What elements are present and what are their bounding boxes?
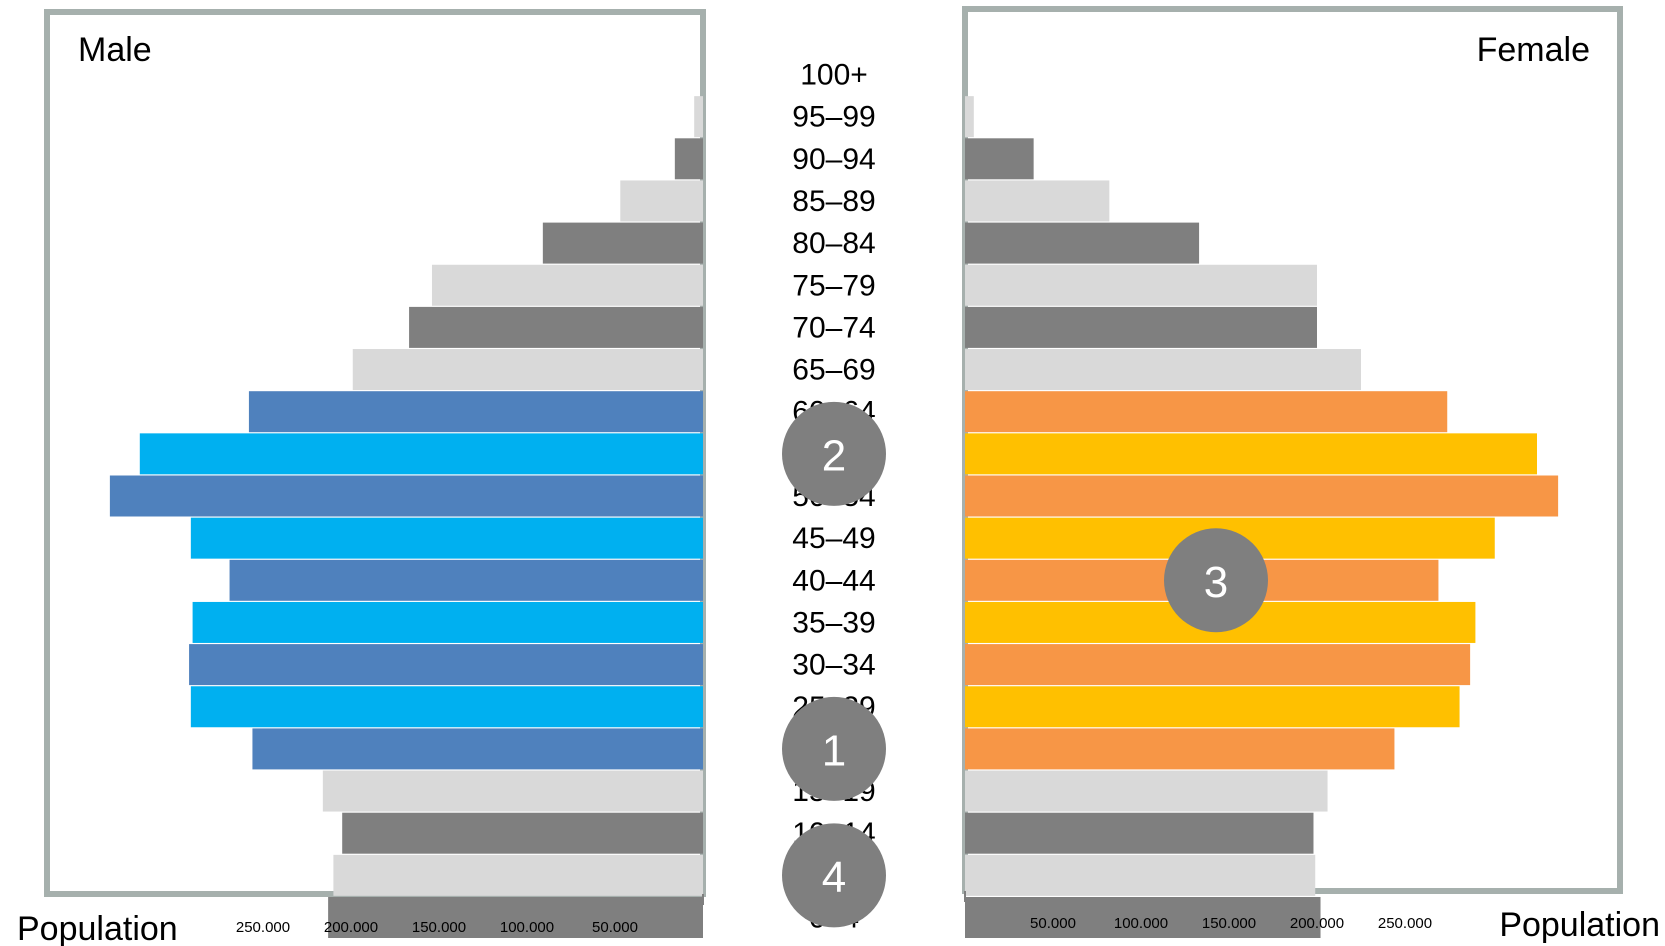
age-label-45-49: 45–49 xyxy=(792,522,875,555)
male-panel: Male 250.000 200.000 150.000 100.000 50.000 xyxy=(44,9,706,938)
female-bar-50-54 xyxy=(965,475,1559,517)
female-bars xyxy=(965,96,1559,938)
age-label-40-44: 40–44 xyxy=(792,564,875,597)
male-tick-label: 50.000 xyxy=(592,919,638,936)
callout-marker-number: 3 xyxy=(1204,558,1228,607)
female-bar-90-94 xyxy=(965,138,1034,180)
callout-marker-3: 3 xyxy=(1164,528,1268,633)
male-bar-5-9 xyxy=(333,854,703,896)
age-label-80-84: 80–84 xyxy=(792,227,875,260)
female-x-axis: 50.000 100.000 150.000 200.000 250.000 xyxy=(964,891,1432,932)
female-bar-20-24 xyxy=(965,728,1395,770)
male-bars xyxy=(109,96,704,938)
male-x-axis: 250.000 200.000 150.000 100.000 50.000 xyxy=(236,894,704,936)
age-label-35-39: 35–39 xyxy=(792,606,875,639)
callout-marker-number: 4 xyxy=(822,853,846,902)
male-tick-label: 250.000 xyxy=(236,919,290,936)
female-bar-80-84 xyxy=(965,222,1200,264)
male-tick-label: 150.000 xyxy=(412,919,466,936)
age-label-90-94: 90–94 xyxy=(792,143,875,176)
age-label-85-89: 85–89 xyxy=(792,185,875,218)
age-label-70-74: 70–74 xyxy=(792,311,875,344)
female-panel-title: Female xyxy=(1477,31,1590,69)
male-panel-title: Male xyxy=(78,31,152,69)
male-bar-30-34 xyxy=(189,644,703,686)
callout-marker-number: 1 xyxy=(822,726,846,775)
male-bar-45-49 xyxy=(190,517,704,559)
female-bar-65-69 xyxy=(965,349,1361,391)
male-tick-label: 100.000 xyxy=(500,919,554,936)
male-bar-90-94 xyxy=(674,138,703,180)
male-bar-0-4 xyxy=(328,897,703,938)
age-label-95-99: 95–99 xyxy=(792,101,875,134)
age-label-75-79: 75–79 xyxy=(792,269,875,302)
male-x-axis-title: Population xyxy=(17,910,178,946)
female-x-axis-title: Population xyxy=(1499,906,1660,944)
age-label-65-69: 65–69 xyxy=(792,354,875,387)
female-bar-85-89 xyxy=(965,180,1110,222)
female-bar-30-34 xyxy=(965,644,1471,686)
male-bar-55-59 xyxy=(139,433,704,475)
callout-marker-number: 2 xyxy=(822,431,846,480)
male-bar-50-54 xyxy=(109,475,703,517)
callout-marker-circle xyxy=(782,823,886,928)
male-bar-95-99 xyxy=(694,96,703,138)
callout-markers: 2 3 1 4 xyxy=(782,401,1268,928)
male-bar-35-39 xyxy=(192,601,703,643)
male-bar-20-24 xyxy=(252,728,703,770)
male-bar-80-84 xyxy=(542,222,703,264)
female-tick-label: 100.000 xyxy=(1114,915,1168,932)
male-bar-10-14 xyxy=(342,812,703,854)
female-bar-15-19 xyxy=(965,770,1328,812)
female-bar-0-4 xyxy=(965,897,1321,938)
callout-marker-2: 2 xyxy=(782,401,886,506)
female-bar-70-74 xyxy=(965,306,1317,348)
female-bar-60-64 xyxy=(965,391,1448,433)
male-bar-60-64 xyxy=(248,391,704,433)
female-tick-label: 150.000 xyxy=(1202,915,1256,932)
female-tick-label: 250.000 xyxy=(1378,915,1432,932)
male-tick-label: 200.000 xyxy=(324,919,378,936)
female-bar-25-29 xyxy=(965,686,1460,728)
female-bar-5-9 xyxy=(965,854,1316,896)
male-bar-85-89 xyxy=(620,180,703,222)
callout-marker-4: 4 xyxy=(782,823,886,928)
male-bar-15-19 xyxy=(322,770,703,812)
male-bar-70-74 xyxy=(409,306,703,348)
female-bar-55-59 xyxy=(965,433,1537,475)
female-bar-10-14 xyxy=(965,812,1314,854)
callout-marker-circle xyxy=(1164,528,1268,633)
callout-marker-circle xyxy=(782,401,886,506)
male-bar-40-44 xyxy=(229,559,703,601)
female-tick-label: 50.000 xyxy=(1030,915,1076,932)
male-bar-25-29 xyxy=(190,686,704,728)
female-tick-label: 200.000 xyxy=(1290,915,1344,932)
callout-marker-circle xyxy=(782,696,886,801)
age-label-100-plus: 100+ xyxy=(800,59,868,92)
age-label-30-34: 30–34 xyxy=(792,649,875,682)
female-panel: Female 50.000 100.000 150.000 200.000 250.00… xyxy=(962,6,1623,938)
male-bar-75-79 xyxy=(431,264,703,306)
callout-marker-1: 1 xyxy=(782,696,886,801)
female-bar-95-99 xyxy=(965,96,974,138)
female-bar-75-79 xyxy=(965,264,1317,306)
male-bar-65-69 xyxy=(352,349,703,391)
